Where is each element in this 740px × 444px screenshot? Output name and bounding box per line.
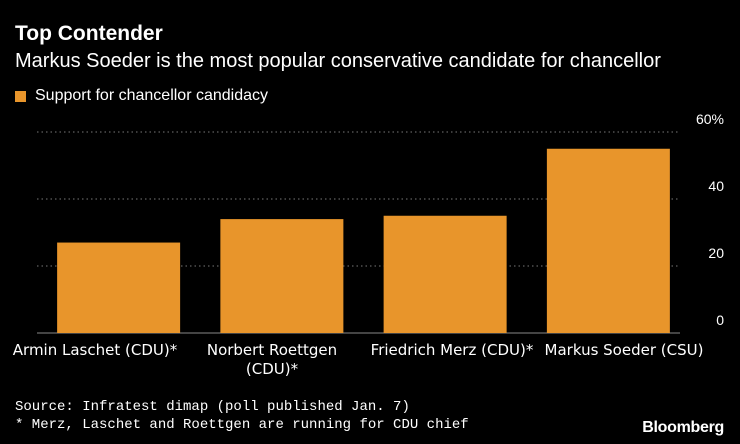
x-tick-label: Armin Laschet (CDU)* [13,341,178,359]
y-tick-label: 60% [696,111,724,127]
legend: Support for chancellor candidacy [15,86,268,106]
x-tick-label: (CDU)* [246,360,299,378]
bloomberg-logo: Bloomberg [642,419,724,436]
chart-title: Top Contender [15,22,163,45]
bar [546,148,670,333]
bar [383,215,507,333]
y-tick-label: 40 [708,178,724,194]
bar [57,242,181,333]
legend-swatch [15,90,26,102]
x-tick-label: Norbert Roettgen [207,341,337,359]
x-tick-label: Markus Soeder (CSU) [545,341,704,359]
source-note: Source: Infratest dimap (poll published … [15,399,410,415]
y-tick-label: 20 [708,245,724,261]
y-tick-label: 0 [716,312,724,328]
bar [220,219,344,333]
legend-label: Support for chancellor candidacy [35,87,269,104]
footnote: * Merz, Laschet and Roettgen are running… [15,417,469,433]
chart-subtitle: Markus Soeder is the most popular conser… [15,50,661,72]
x-tick-label: Friedrich Merz (CDU)* [371,341,534,359]
